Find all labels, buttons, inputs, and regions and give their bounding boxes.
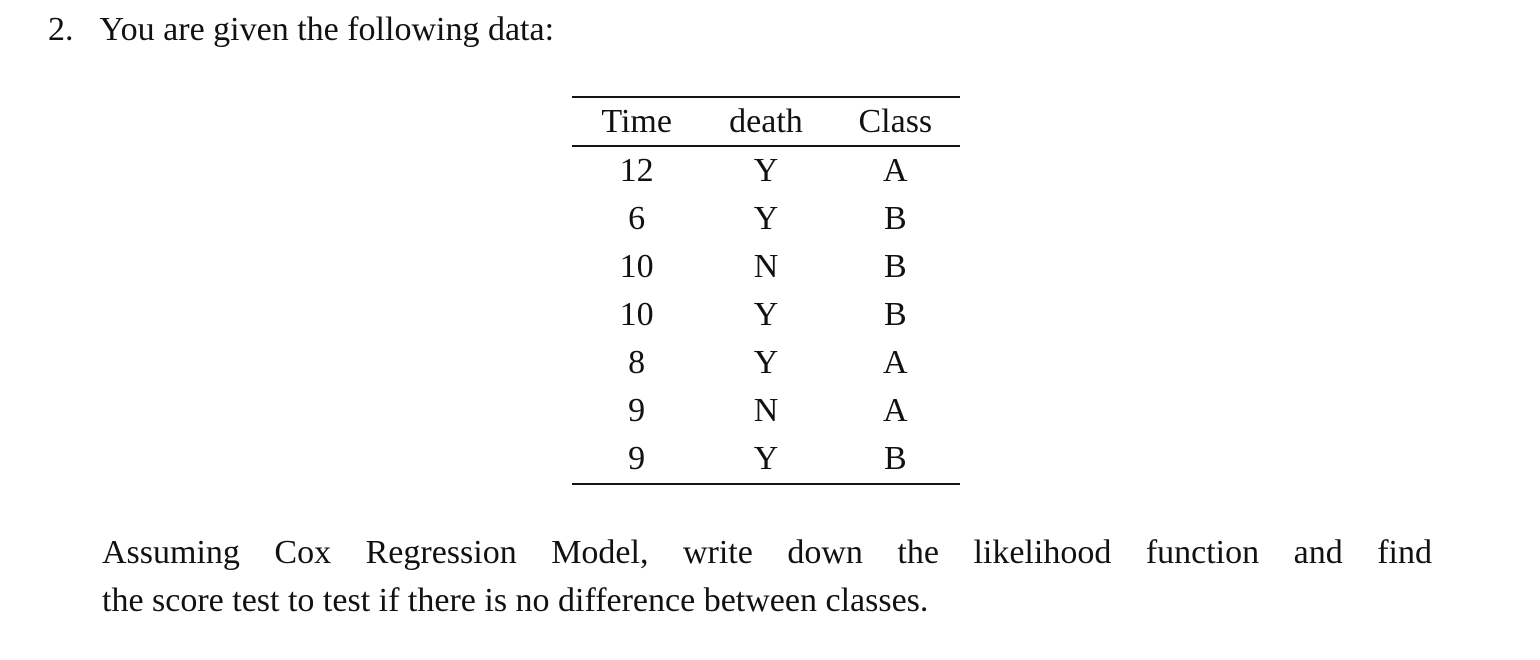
table-cell-time: 10 [619,296,654,333]
table-cell-class: B [883,200,907,237]
problem-number: 2. [48,11,74,48]
column-header-time: Time [572,96,702,147]
table-row: 9 Y B [572,435,960,485]
table-row: 6 Y B [572,195,960,243]
table-row: 10 Y B [572,291,960,339]
table-cell-class: B [830,435,960,485]
question-line-1: Assuming Cox Regression Model, write dow… [102,534,1432,571]
table-cell-time: 10 [619,248,654,285]
table-cell-death: Y [753,344,779,381]
table-row: 8 Y A [572,339,960,387]
table-cell-death: Y [753,152,779,189]
column-header-class: Class [830,96,960,147]
column-header-death: death [701,96,831,147]
table-cell-time: 9 [628,392,646,429]
table-row: 12 Y A [572,146,960,195]
table-row: 9 N A [572,387,960,435]
table-cell-class: A [883,152,908,189]
table-row: 10 N B [572,243,960,291]
table-cell-time: 12 [619,152,654,189]
table-cell-time: 9 [572,435,702,485]
table-cell-time: 6 [628,200,646,237]
table-cell-class: A [883,344,908,381]
question-paragraph: Assuming Cox Regression Model, write dow… [102,529,1432,625]
table-header-row: Time death Class [572,96,960,147]
question-line-2: the score test to test if there is no di… [102,582,929,619]
data-table: Time death Class 12 Y A 6 Y B 10 N B 1 [572,96,960,485]
table-cell-time: 8 [628,344,646,381]
table-cell-class: B [883,248,907,285]
table-cell-class: B [883,296,907,333]
problem-heading: 2. You are given the following data: [48,8,554,52]
table-cell-death: Y [701,435,831,485]
table-cell-death: N [753,392,779,429]
table-cell-death: N [753,248,779,285]
table-cell-class: A [883,392,908,429]
data-table-container: Time death Class 12 Y A 6 Y B 10 N B 1 [572,96,960,485]
problem-intro-text: You are given the following data: [99,11,555,48]
table-cell-death: Y [753,200,779,237]
table-cell-death: Y [753,296,779,333]
